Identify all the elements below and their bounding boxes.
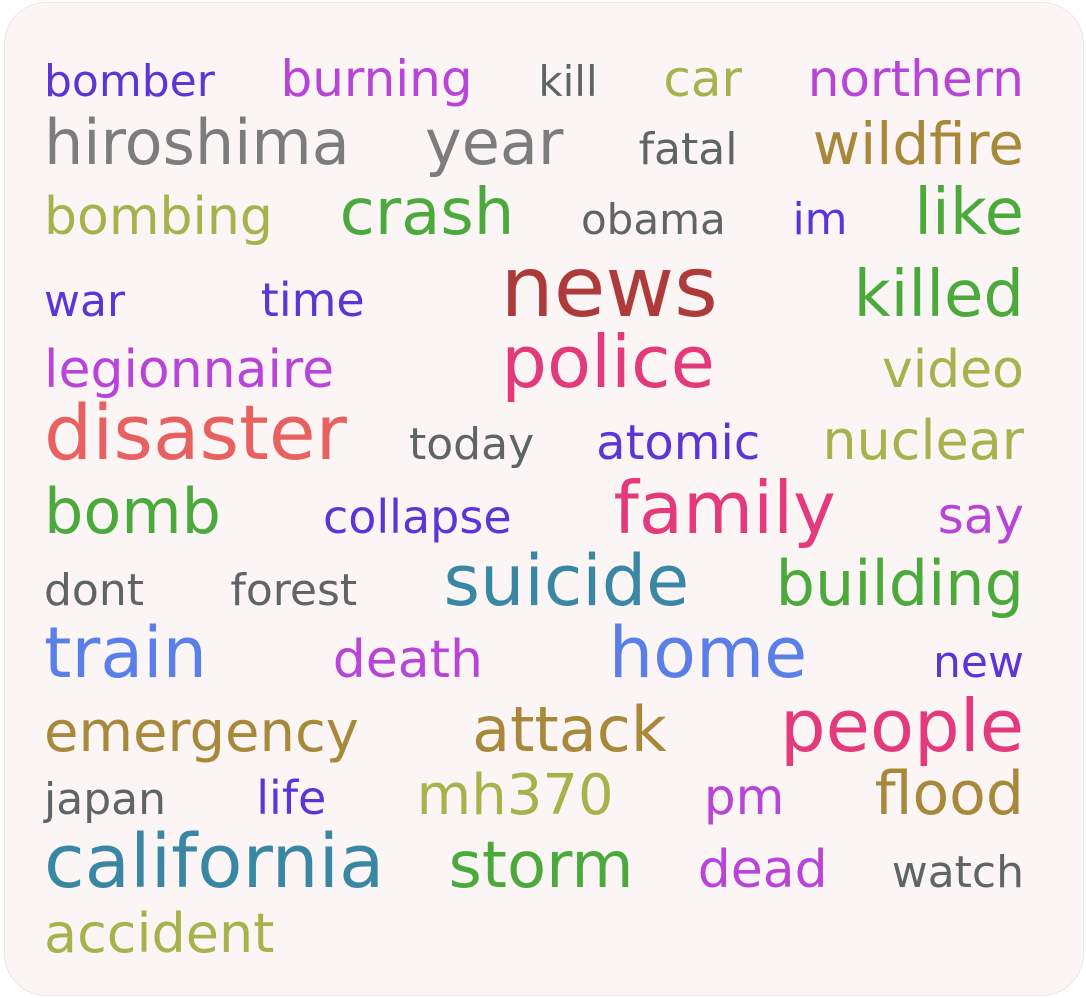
word-building: building: [775, 547, 1024, 620]
word-storm: storm: [448, 829, 634, 903]
word-nuclear: nuclear: [822, 409, 1024, 472]
word-life: life: [256, 771, 327, 825]
word-bomber: bomber: [44, 56, 215, 107]
word-row: bomber burning kill car northern: [44, 54, 1024, 104]
word-police: police: [501, 320, 715, 404]
word-bomb: bomb: [44, 475, 222, 548]
word-obama: obama: [580, 195, 726, 244]
word-suicide: suicide: [443, 540, 690, 622]
word-row: emergency attack people: [44, 690, 1024, 762]
word-california: california: [44, 819, 385, 905]
word-family: family: [613, 466, 836, 550]
word-northern: northern: [807, 50, 1024, 108]
word-burning: burning: [280, 50, 473, 108]
word-today: today: [409, 419, 535, 470]
word-mh370: mh370: [416, 763, 614, 828]
word-flood: flood: [874, 759, 1024, 829]
word-video: video: [881, 340, 1024, 400]
word-atomic: atomic: [596, 415, 761, 471]
word-wildfire: wildfire: [812, 110, 1024, 178]
word-row: accident: [44, 907, 1024, 961]
word-row: train death home new: [44, 618, 1024, 688]
word-home: home: [608, 612, 808, 694]
word-death: death: [332, 630, 483, 690]
word-row: bomb collapse family say: [44, 472, 1024, 544]
word-killed: killed: [853, 258, 1024, 332]
word-emergency: emergency: [44, 700, 359, 765]
word-pm: pm: [703, 768, 785, 826]
word-im: im: [792, 194, 848, 245]
word-japan: japan: [44, 774, 166, 825]
word-watch: watch: [891, 847, 1024, 898]
word-war: war: [44, 276, 126, 327]
word-new: new: [933, 637, 1024, 688]
word-legionnaire: legionnaire: [44, 340, 335, 400]
word-attack: attack: [472, 693, 667, 766]
word-disaster: disaster: [44, 388, 347, 477]
word-bombing: bombing: [44, 187, 273, 247]
word-row: hiroshima year fatal wildfire: [44, 112, 1024, 174]
word-dead: dead: [697, 840, 828, 900]
word-row: bombing crash obama im like: [44, 181, 1024, 245]
word-hiroshima: hiroshima: [44, 106, 350, 179]
word-row: japan life mh370 pm flood: [44, 764, 1024, 824]
word-time: time: [260, 273, 365, 327]
word-cloud-panel: [4, 2, 1084, 996]
word-accident: accident: [44, 902, 275, 965]
word-collapse: collapse: [322, 490, 512, 544]
word-year: year: [425, 106, 564, 179]
word-train: train: [44, 612, 207, 694]
word-dont: dont: [44, 565, 144, 616]
word-like: like: [914, 176, 1024, 250]
word-fatal: fatal: [638, 124, 738, 175]
word-crash: crash: [339, 176, 515, 250]
word-forest: forest: [230, 565, 358, 616]
word-news: news: [500, 238, 718, 336]
word-car: car: [663, 50, 743, 108]
word-row: dont forest suicide building: [44, 546, 1024, 616]
word-row: war time news killed: [44, 245, 1024, 329]
word-kill: kill: [538, 57, 598, 106]
word-row: legionnaire police video: [44, 326, 1024, 398]
word-row: california storm dead watch: [44, 825, 1024, 899]
word-say: say: [937, 487, 1024, 545]
word-row: disaster today atomic nuclear: [44, 395, 1024, 471]
word-people: people: [779, 684, 1024, 768]
